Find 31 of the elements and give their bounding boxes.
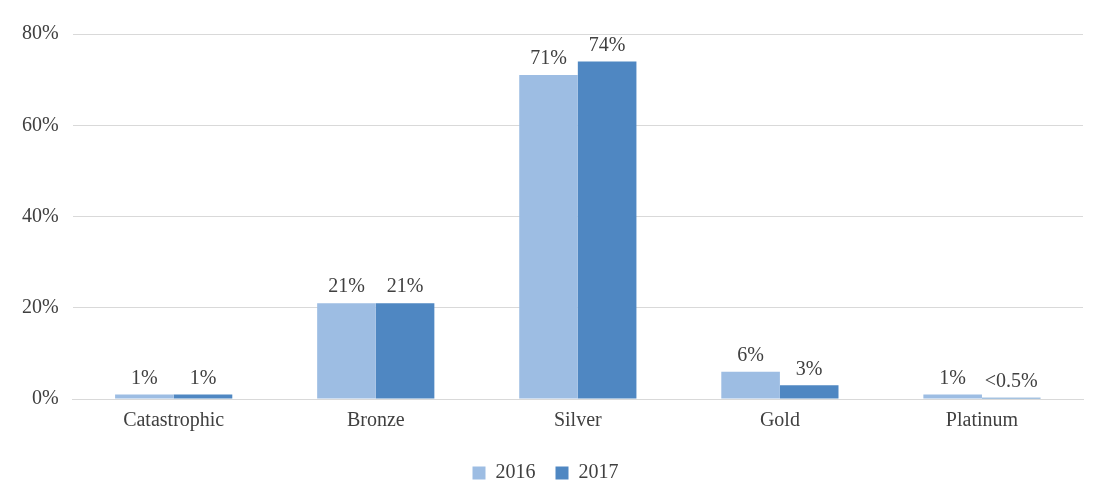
data-label: <0.5% <box>984 368 1038 391</box>
data-label: 3% <box>795 356 823 379</box>
data-label: 71% <box>530 46 567 69</box>
bar <box>779 385 839 399</box>
x-tick-label: Platinum <box>945 408 1019 431</box>
bar <box>519 75 578 399</box>
bar <box>923 394 982 399</box>
y-tick-label: 80% <box>21 21 59 44</box>
data-label: 6% <box>737 342 764 365</box>
data-label: 74% <box>588 32 626 55</box>
data-label: 1% <box>189 365 217 388</box>
y-tick-label: 20% <box>21 295 59 317</box>
bar <box>173 394 233 399</box>
legend-label: 2017 <box>578 460 619 483</box>
bar <box>721 371 780 399</box>
legend-label: 2016 <box>495 460 536 483</box>
data-label: 21% <box>328 274 365 297</box>
data-label: 1% <box>131 365 158 388</box>
x-tick-label: Bronze <box>346 408 405 431</box>
data-label: 1% <box>939 365 966 388</box>
bar <box>317 303 376 399</box>
y-tick-label: 60% <box>21 112 59 135</box>
bar <box>115 394 174 399</box>
bar <box>375 303 435 399</box>
y-tick-label: 40% <box>21 203 59 226</box>
x-tick-label: Gold <box>759 408 800 431</box>
x-tick-label: Catastrophic <box>123 408 225 432</box>
data-label: 21% <box>386 274 424 297</box>
bar <box>577 61 637 399</box>
x-tick-label: Silver <box>553 408 603 431</box>
y-tick-label: 0% <box>31 386 59 409</box>
